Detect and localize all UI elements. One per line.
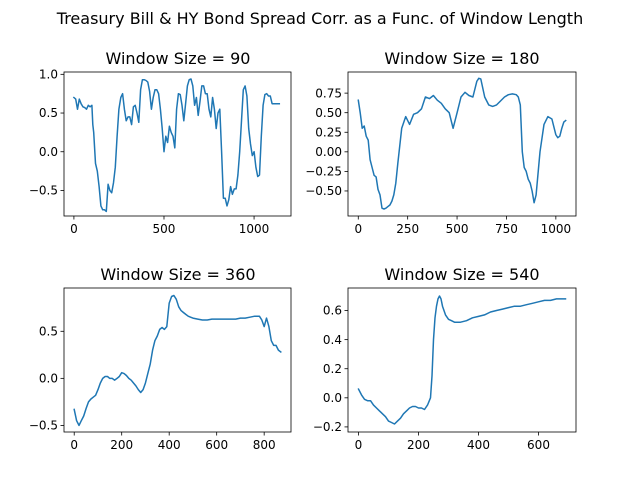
subplot-1-axes-frame [63, 71, 292, 217]
subplot-3: Window Size = 360 0 200 400 600 800 −0.5 0.0 0.… [29, 265, 292, 452]
subplot-4-ytick-label: 0.6 [323, 304, 342, 318]
subplot-3-series-line [73, 294, 282, 427]
subplot-3-ytick-label: 0.5 [39, 324, 58, 338]
subplot-4-ytick-label: 0.2 [323, 362, 342, 376]
subplot-2-xtick-label: 750 [495, 222, 518, 236]
subplot-2-ytick-label: 0.50 [315, 106, 342, 120]
subplot-1-title: Window Size = 90 [106, 49, 251, 68]
subplot-1-series-line [72, 78, 281, 213]
subplot-4-title: Window Size = 540 [384, 265, 539, 284]
subplot-2-xtick-label: 1000 [541, 222, 572, 236]
subplot-3-ytick-label: −0.5 [29, 419, 58, 433]
subplot-1-xtick-label: 1000 [239, 222, 270, 236]
subplot-4-ytick-label: 0.4 [323, 333, 342, 347]
subplot-1-ytick-label: −0.5 [29, 184, 58, 198]
subplot-1-ytick-label: 0.5 [39, 106, 58, 120]
subplot-1-xtick-label: 500 [153, 222, 176, 236]
subplot-1-ytick-label: 1.0 [39, 68, 58, 82]
subplot-3-xtick-label: 800 [253, 438, 276, 452]
subplot-1-ytick-label: 0.0 [39, 145, 58, 159]
subplot-4-series-line [357, 295, 567, 425]
subplot-4-ytick-label: −0.2 [313, 420, 342, 434]
subplot-3-xtick-label: 600 [205, 438, 228, 452]
subplot-2-ytick-label: 0.75 [315, 86, 342, 100]
subplot-3-xtick-label: 400 [158, 438, 181, 452]
subplot-1: Window Size = 90 0 500 1000 −0.5 0.0 0.5 1.0 [29, 49, 292, 236]
subplot-2-xtick-label: 250 [396, 222, 419, 236]
figure-suptitle: Treasury Bill & HY Bond Spread Corr. as … [56, 9, 583, 28]
subplot-4: Window Size = 540 0 200 400 600 −0.2 0.0 0.2 0.… [313, 265, 577, 452]
subplot-2-ytick-label: −0.25 [305, 165, 342, 179]
subplot-3-xtick-label: 200 [110, 438, 133, 452]
subplot-4-xtick-label: 0 [355, 438, 363, 452]
subplot-1-xtick-label: 0 [70, 222, 78, 236]
subplot-2-series-line [357, 77, 567, 210]
subplot-2-ytick-label: 0.00 [315, 145, 342, 159]
subplot-2-axes-frame [347, 71, 577, 217]
subplot-3-title: Window Size = 360 [100, 265, 255, 284]
subplot-2-xtick-label: 0 [354, 222, 362, 236]
subplot-2-xtick-label: 500 [446, 222, 469, 236]
subplot-4-axes-frame [347, 287, 577, 433]
subplot-2-ytick-label: −0.50 [305, 184, 342, 198]
subplot-4-xtick-label: 400 [467, 438, 490, 452]
subplot-3-axes-frame [63, 287, 292, 433]
subplot-3-xtick-label: 0 [70, 438, 78, 452]
subplot-3-ytick-label: 0.0 [39, 372, 58, 386]
subplot-4-ytick-label: 0.0 [323, 391, 342, 405]
subplot-4-xtick-label: 200 [407, 438, 430, 452]
subplot-2: Window Size = 180 0 250 500 750 1000 −0.50 −0.… [305, 49, 577, 236]
subplot-4-xtick-label: 600 [527, 438, 550, 452]
subplot-2-title: Window Size = 180 [384, 49, 539, 68]
subplot-2-ytick-label: 0.25 [315, 125, 342, 139]
